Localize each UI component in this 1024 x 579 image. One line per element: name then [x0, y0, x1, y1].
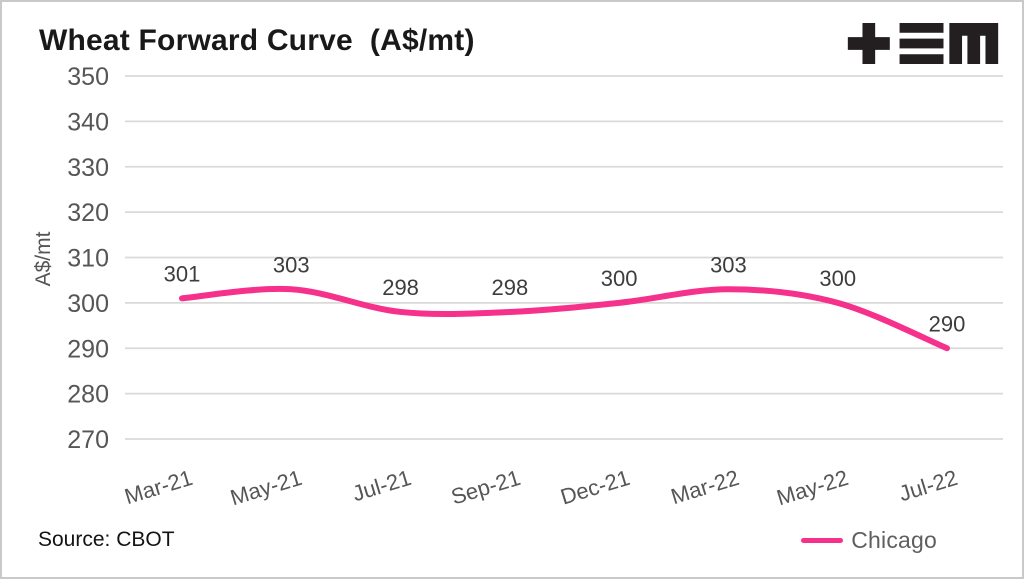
y-tick-label-320: 320 — [67, 199, 109, 227]
data-label-jul-22: 290 — [929, 311, 966, 336]
data-label-dec-21: 300 — [601, 266, 638, 291]
x-tick-label-may-21: May-21 — [227, 465, 304, 510]
data-label-mar-22: 303 — [710, 252, 747, 277]
x-tick-label-mar-22: Mar-22 — [668, 465, 742, 509]
logo-m-glyph — [949, 23, 999, 64]
x-tick-label-sep-21: Sep-21 — [448, 465, 523, 510]
data-label-jul-21: 298 — [382, 275, 419, 300]
chart-title: Wheat Forward Curve (A$/mt) — [39, 24, 475, 57]
y-tick-label-270: 270 — [67, 426, 109, 454]
x-tick-label-may-22: May-22 — [774, 465, 851, 510]
x-tick-label-jul-21: Jul-21 — [349, 465, 414, 506]
tem-logo-svg — [847, 23, 999, 64]
data-label-may-22: 300 — [819, 266, 856, 291]
y-tick-label-280: 280 — [67, 381, 109, 409]
tem-logo-icon — [847, 23, 999, 64]
y-tick-label-330: 330 — [67, 154, 109, 182]
y-tick-label-340: 340 — [67, 108, 109, 136]
x-tick-label-mar-21: Mar-21 — [122, 465, 196, 509]
data-label-mar-21: 301 — [164, 261, 201, 286]
y-axis-title: A$/mt — [32, 231, 55, 286]
logo-plus-glyph — [847, 23, 890, 64]
x-tick-label-dec-21: Dec-21 — [557, 465, 632, 510]
logo-triple-bar-glyph — [899, 23, 944, 64]
legend: Chicago — [801, 527, 937, 554]
source-label: Source: CBOT — [38, 528, 175, 551]
forward-curve-line-chart: 270 280 290 300 310 320 330 340 350 A$/mt Mar-21 Ma… — [32, 63, 1003, 510]
x-tick-label-jul-22: Jul-22 — [896, 465, 961, 506]
legend-item-chicago: Chicago — [851, 527, 937, 553]
y-tick-label-310: 310 — [67, 245, 109, 273]
y-tick-label-350: 350 — [67, 63, 109, 91]
data-label-sep-21: 298 — [491, 275, 528, 300]
series-line-chicago — [179, 285, 950, 352]
data-label-may-21: 303 — [273, 252, 310, 277]
y-tick-label-290: 290 — [67, 335, 109, 363]
legend-line-swatch — [801, 538, 844, 543]
y-tick-label-300: 300 — [67, 290, 109, 318]
